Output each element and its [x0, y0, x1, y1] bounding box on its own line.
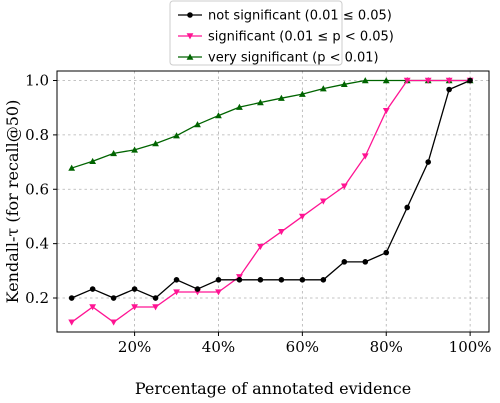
data-point — [173, 277, 180, 283]
legend-box — [169, 0, 343, 66]
data-point — [467, 77, 473, 84]
series-line-0 — [71, 79, 471, 299]
data-point — [89, 286, 96, 292]
data-point — [277, 94, 285, 101]
x-tick-label: 100% — [449, 338, 492, 356]
legend-marker — [187, 12, 193, 18]
data-point — [403, 77, 411, 84]
x-axis-label: Percentage of annotated evidence — [135, 379, 411, 398]
data-point — [110, 319, 118, 326]
data-point — [68, 164, 76, 171]
data-point — [131, 286, 138, 292]
x-tick-label: 80% — [370, 338, 403, 356]
data-point — [340, 183, 348, 190]
data-point — [383, 249, 390, 256]
data-point — [278, 277, 285, 283]
data-point — [173, 289, 180, 296]
data-point — [131, 146, 138, 153]
data-point — [446, 86, 452, 93]
legend-marker — [186, 33, 194, 40]
data-point — [131, 304, 138, 311]
data-point — [382, 107, 390, 115]
y-tick-label: 0.8 — [25, 126, 49, 144]
data-point — [236, 103, 243, 110]
plot-frame — [56, 70, 490, 333]
data-point — [89, 304, 97, 311]
x-tick-label: 20% — [118, 338, 151, 356]
x-tick-label: 40% — [202, 338, 235, 356]
data-point — [194, 286, 201, 292]
data-point — [215, 112, 222, 119]
legend-entry: very significant (p < 0.01) — [208, 51, 379, 66]
data-point — [341, 259, 348, 265]
data-point — [298, 213, 306, 220]
data-point — [68, 319, 76, 326]
data-point — [362, 259, 369, 265]
data-point — [319, 85, 327, 92]
data-point — [257, 99, 264, 106]
data-point — [319, 198, 327, 205]
data-point — [215, 289, 222, 296]
data-point — [152, 140, 159, 147]
data-point — [215, 277, 222, 283]
data-point — [298, 90, 306, 97]
y-axis-label: Kendall-τ (for recall@50) — [3, 100, 22, 304]
data-point — [340, 80, 348, 88]
data-point — [89, 157, 97, 164]
data-point — [194, 121, 201, 128]
data-point — [257, 277, 264, 283]
data-point — [361, 153, 369, 160]
data-point — [382, 77, 390, 84]
data-point — [425, 159, 431, 165]
data-point — [361, 77, 369, 84]
data-point — [152, 304, 159, 311]
y-tick-label: 1.0 — [25, 72, 49, 90]
data-point — [320, 277, 327, 283]
series-line-1 — [71, 79, 471, 324]
data-point — [257, 243, 264, 251]
data-point — [152, 295, 159, 301]
data-point — [299, 277, 306, 283]
data-point — [110, 149, 118, 157]
y-tick-label: 0.6 — [25, 180, 49, 198]
data-point — [173, 132, 180, 139]
data-point — [424, 77, 432, 84]
y-tick-label: 0.2 — [25, 289, 49, 307]
data-point — [236, 277, 243, 283]
series-line-2 — [71, 79, 471, 169]
y-tick-label: 0.4 — [25, 235, 49, 253]
data-point — [68, 295, 75, 301]
data-point — [404, 204, 411, 211]
legend-entry: not significant (0.01 ≤ 0.05) — [208, 9, 392, 24]
data-point — [445, 77, 453, 84]
x-tick-label: 60% — [286, 338, 319, 356]
data-point — [277, 228, 285, 236]
legend-entry: significant (0.01 ≤ p < 0.05) — [208, 30, 394, 45]
data-point — [110, 295, 117, 301]
legend-marker — [186, 53, 194, 60]
